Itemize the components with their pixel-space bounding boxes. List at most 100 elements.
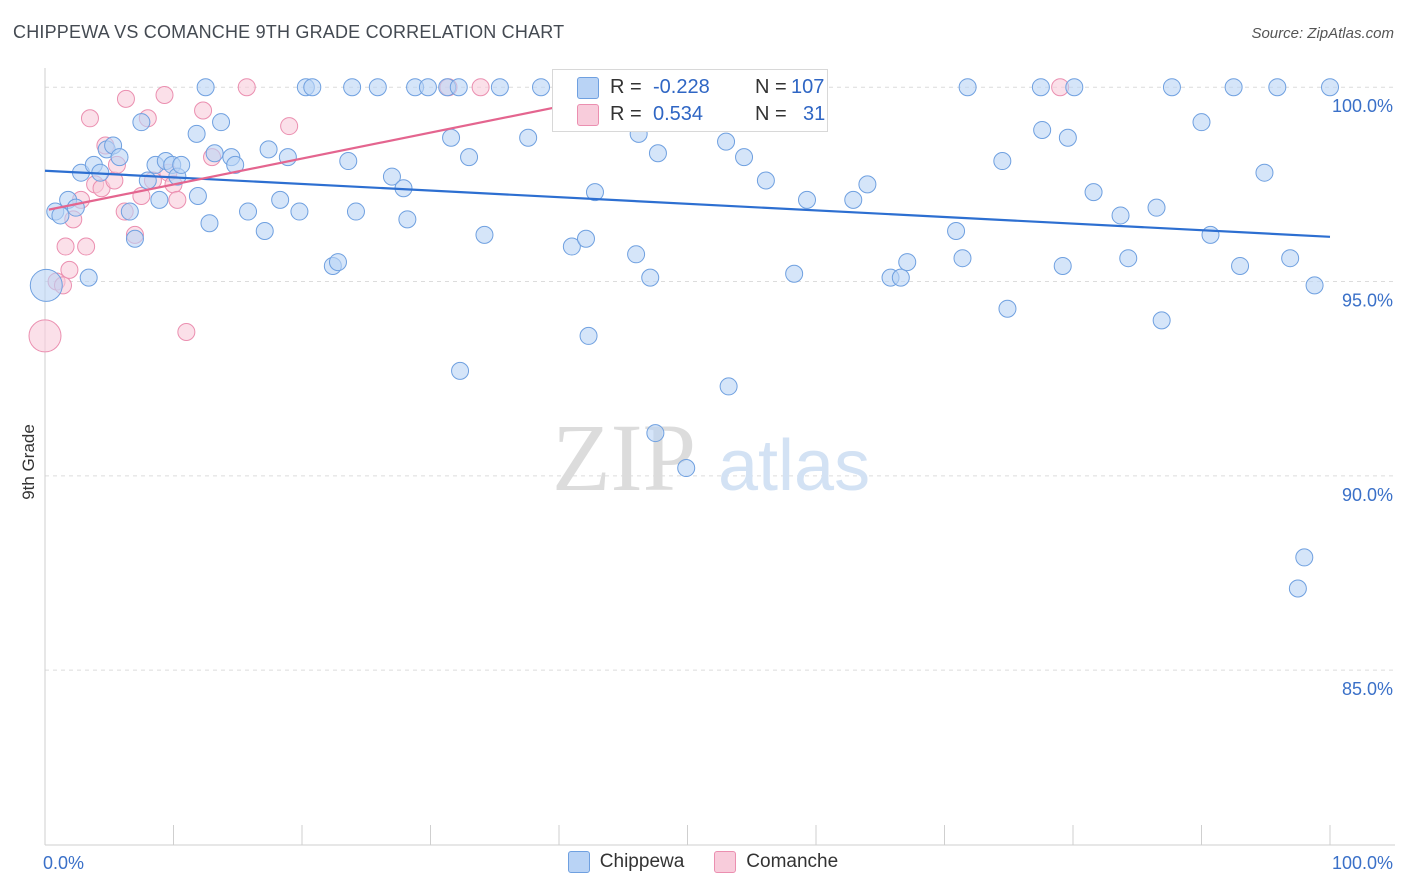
data-point (1231, 256, 1250, 275)
data-point (844, 190, 863, 209)
data-point (898, 253, 917, 272)
r-value: -0.228 (653, 75, 710, 98)
data-point (627, 245, 646, 264)
data-point (1147, 198, 1166, 217)
data-point (212, 113, 231, 132)
data-point (1255, 163, 1274, 182)
legend-label-chippewa: Chippewa (599, 851, 685, 872)
data-point (858, 175, 877, 194)
data-point (56, 237, 75, 256)
watermark: ZIP atlas (552, 404, 870, 511)
stats-box: R = -0.228 N = 107 R = 0.534 N = 31 (552, 69, 828, 132)
data-point (346, 202, 365, 221)
data-point (998, 299, 1017, 318)
data-point (490, 78, 509, 97)
data-point (116, 89, 135, 108)
axes (44, 68, 1395, 846)
data-point (585, 183, 604, 202)
data-point (138, 171, 157, 190)
data-point (29, 268, 63, 302)
data-point (449, 78, 468, 97)
data-point (947, 221, 966, 240)
data-point (785, 264, 804, 283)
r-value: 0.534 (653, 102, 704, 125)
y-tick-labels: 100.0% 95.0% 90.0% 85.0% (1332, 96, 1393, 699)
y-tick-label: 85.0% (1342, 679, 1393, 699)
data-point (132, 113, 151, 132)
data-point (77, 237, 96, 256)
data-point (177, 323, 196, 342)
chippewa-trend-line (44, 169, 1331, 238)
data-point (562, 237, 581, 256)
n-value: 107 (791, 75, 825, 98)
data-point (891, 268, 910, 287)
data-point (953, 249, 972, 268)
data-point (532, 78, 551, 97)
data-point (641, 268, 660, 287)
data-point (648, 144, 667, 163)
legend-label-comanche: Comanche (746, 851, 839, 872)
data-point (339, 152, 358, 171)
n-label: N = (755, 102, 787, 125)
data-point (259, 140, 278, 159)
data-point (1053, 256, 1072, 275)
data-point (328, 253, 347, 272)
data-point (1288, 579, 1307, 598)
y-tick-label: 90.0% (1342, 485, 1393, 505)
source-label: Source: ZipAtlas.com (1251, 25, 1394, 42)
chart-title: CHIPPEWA VS COMANCHE 9TH GRADE CORRELATI… (13, 22, 565, 42)
data-point (442, 128, 461, 147)
data-point (1162, 78, 1181, 97)
data-point (677, 459, 696, 478)
data-point (1295, 548, 1314, 567)
data-point (110, 148, 129, 167)
data-point (1033, 120, 1052, 139)
data-point (155, 85, 174, 104)
y-tick-label: 95.0% (1342, 291, 1393, 311)
n-value: 31 (803, 102, 826, 125)
data-point (200, 214, 219, 233)
data-point (303, 78, 322, 97)
data-point (1119, 249, 1138, 268)
data-point (255, 221, 274, 240)
data-point (475, 225, 494, 244)
data-point (290, 202, 309, 221)
data-point (188, 187, 207, 206)
data-point (451, 361, 470, 380)
legend-item-comanche[interactable]: Comanche (714, 851, 838, 873)
n-label: N = (755, 75, 787, 98)
data-point (28, 319, 62, 353)
data-point (1321, 78, 1339, 97)
data-point (168, 190, 187, 209)
r-label: R = (610, 75, 642, 98)
chippewa-points (29, 78, 1339, 598)
chippewa-swatch (577, 77, 599, 99)
data-point (958, 78, 977, 97)
x-tick-label: 0.0% (43, 853, 84, 873)
legend-item-chippewa[interactable]: Chippewa (567, 851, 685, 873)
r-label: R = (610, 102, 642, 125)
data-point (735, 148, 754, 167)
data-point (1058, 128, 1077, 147)
data-point (579, 326, 598, 345)
data-point (226, 155, 245, 174)
data-point (271, 190, 290, 209)
y-tick-label: 100.0% (1332, 96, 1393, 116)
data-point (471, 78, 490, 97)
data-point (719, 377, 738, 396)
data-point (460, 148, 479, 167)
watermark-atlas: atlas (718, 426, 870, 506)
data-point (993, 152, 1012, 171)
data-point (418, 78, 437, 97)
data-point (646, 424, 665, 443)
legend-swatch-comanche (714, 851, 737, 873)
data-point (125, 229, 144, 248)
data-point (382, 167, 401, 186)
data-point (237, 78, 256, 97)
data-point (756, 171, 775, 190)
legend: Chippewa Comanche (0, 851, 1406, 873)
data-point (343, 78, 362, 97)
data-point (187, 124, 206, 143)
data-point (717, 132, 736, 151)
